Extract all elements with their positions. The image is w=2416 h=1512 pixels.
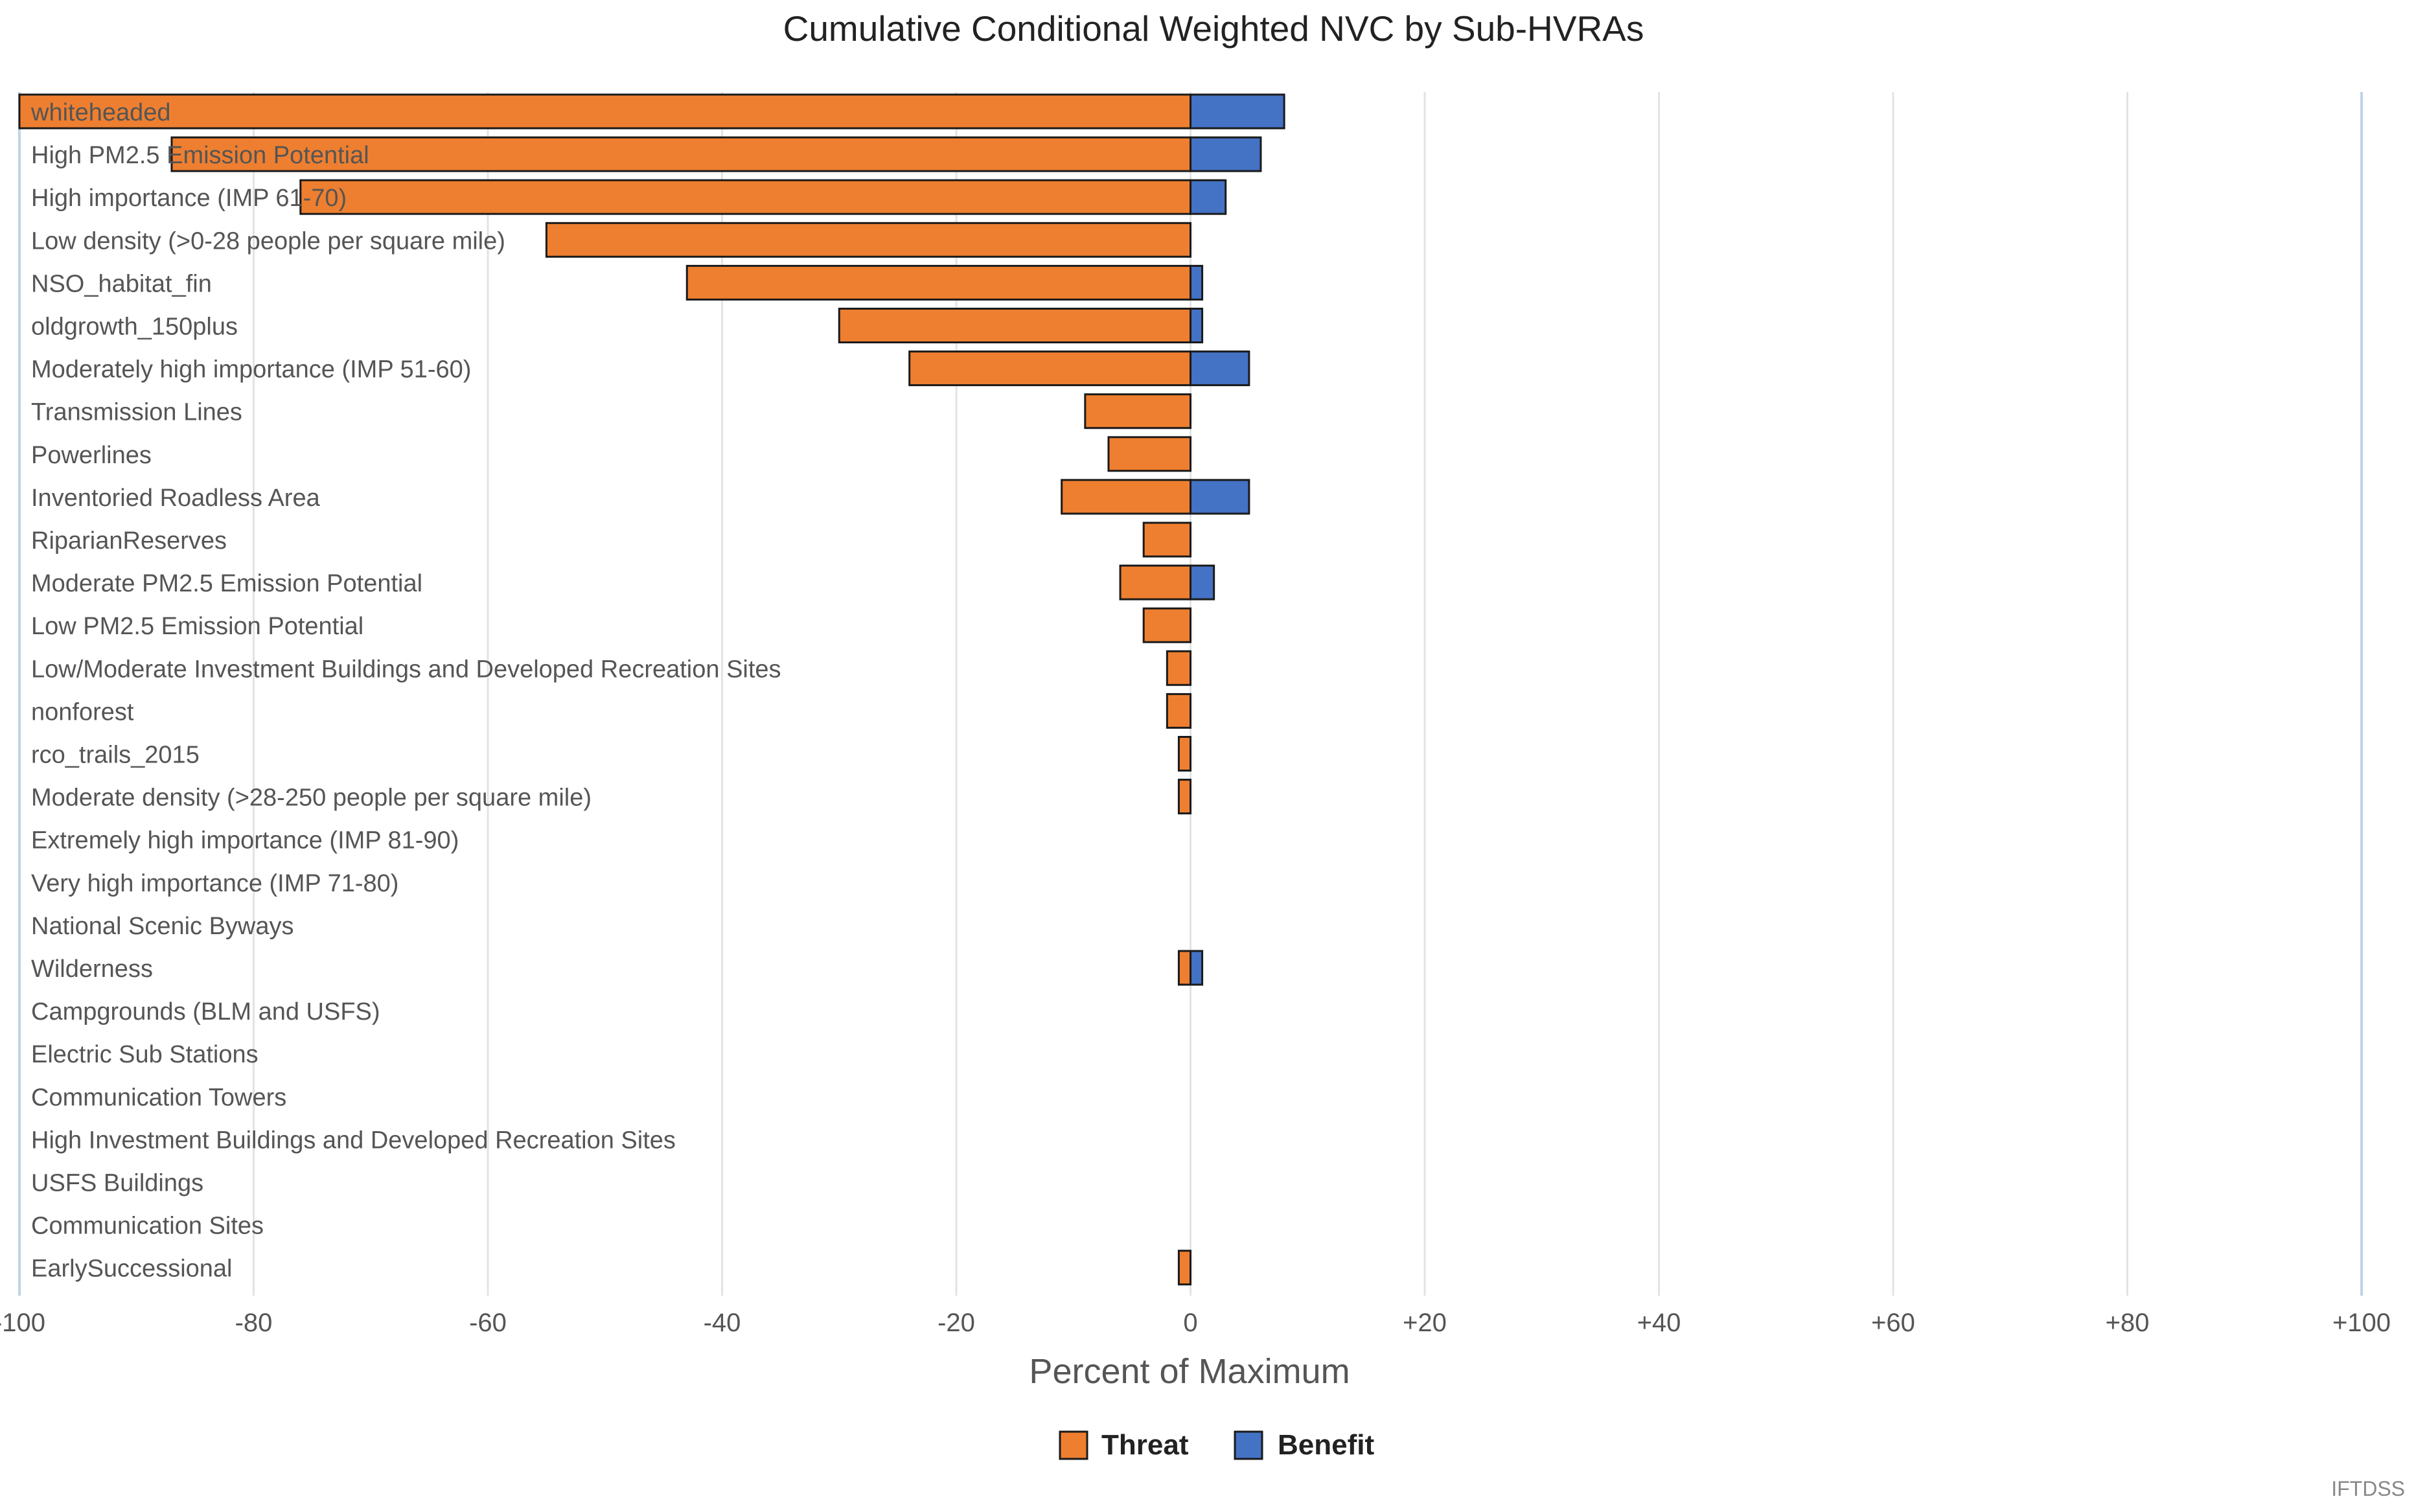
legend[interactable]: Threat Benefit [1059, 1429, 1374, 1461]
category-label: National Scenic Byways [31, 913, 294, 940]
x-axis-title: Percent of Maximum [1029, 1352, 1350, 1391]
tick-layer: -100 -80 -60 -40 -20 0 +20 +40 +60 +80 +100 [0, 1309, 2391, 1337]
bar-threat[interactable] [908, 350, 1191, 387]
bar-benefit[interactable] [1190, 479, 1250, 515]
x-tick-label: -20 [938, 1309, 975, 1337]
category-label: EarlySuccessional [31, 1255, 232, 1283]
bar-benefit[interactable] [1190, 93, 1285, 130]
bar-threat[interactable] [1177, 736, 1192, 772]
category-label: Low PM2.5 Emission Potential [31, 613, 363, 640]
bar-benefit[interactable] [1190, 136, 1262, 172]
category-label: RiparianReserves [31, 527, 227, 555]
x-tick-label: +40 [1637, 1309, 1681, 1337]
category-label: Very high importance (IMP 71-80) [31, 870, 398, 897]
bar-threat[interactable] [1177, 950, 1192, 986]
x-tick-label: 0 [1183, 1309, 1197, 1337]
x-tick-label: -100 [0, 1309, 45, 1337]
category-label: Electric Sub Stations [31, 1041, 259, 1068]
bar-benefit[interactable] [1190, 308, 1204, 343]
category-label: Communication Sites [31, 1213, 264, 1240]
bar-threat[interactable] [545, 222, 1191, 258]
x-tick-label: -80 [235, 1309, 273, 1337]
x-tick-label: +100 [2332, 1309, 2391, 1337]
legend-item-threat[interactable]: Threat [1059, 1429, 1189, 1461]
category-label: Wilderness [31, 956, 153, 983]
category-label: USFS Buildings [31, 1170, 203, 1197]
category-label: Campgrounds (BLM and USFS) [31, 998, 380, 1025]
chart-title: Cumulative Conditional Weighted NVC by S… [783, 8, 1644, 49]
category-label: High importance (IMP 61-70) [31, 185, 347, 212]
category-label: Low/Moderate Investment Buildings and De… [31, 656, 781, 683]
category-label: Moderately high importance (IMP 51-60) [31, 356, 471, 384]
legend-label-benefit: Benefit [1278, 1429, 1374, 1461]
bar-threat[interactable] [1107, 436, 1191, 472]
legend-item-benefit[interactable]: Benefit [1234, 1429, 1374, 1461]
x-tick-label: +60 [1871, 1309, 1915, 1337]
bar-threat[interactable] [1166, 693, 1191, 729]
bar-threat[interactable] [1166, 650, 1191, 686]
legend-swatch-threat [1059, 1430, 1088, 1460]
bar-threat[interactable] [1142, 521, 1191, 558]
bar-threat[interactable] [18, 93, 1191, 130]
category-label: Moderate density (>28-250 people per squ… [31, 785, 592, 812]
label-layer: whiteheaded High PM2.5 Emission Potential… [30, 99, 781, 1283]
bar-threat[interactable] [685, 264, 1191, 301]
bar-layer [18, 93, 1285, 1286]
bar-benefit[interactable] [1190, 264, 1204, 301]
bar-threat[interactable] [1177, 779, 1192, 815]
bar-threat[interactable] [1177, 1250, 1192, 1286]
category-label: High PM2.5 Emission Potential [31, 142, 369, 169]
legend-label-threat: Threat [1101, 1429, 1189, 1461]
category-label: Communication Towers [31, 1084, 286, 1111]
category-label: oldgrowth_150plus [31, 314, 238, 341]
x-tick-label: +80 [2106, 1309, 2150, 1337]
x-tick-label: -60 [469, 1309, 507, 1337]
category-label: Transmission Lines [31, 399, 242, 426]
category-label: Moderate PM2.5 Emission Potential [31, 570, 422, 597]
category-label: whiteheaded [30, 99, 171, 126]
bar-threat[interactable] [1142, 607, 1191, 643]
bar-threat[interactable] [1084, 393, 1191, 430]
bar-benefit[interactable] [1190, 350, 1250, 387]
x-tick-label: -40 [704, 1309, 741, 1337]
category-label: Inventoried Roadless Area [31, 485, 321, 512]
legend-swatch-benefit [1234, 1430, 1263, 1460]
bar-threat[interactable] [1119, 564, 1192, 601]
category-label: nonforest [31, 698, 134, 726]
bar-threat[interactable] [838, 308, 1191, 343]
x-tick-label: +20 [1403, 1309, 1447, 1337]
credit-text: IFTDSS [2331, 1477, 2405, 1500]
category-label: Low density (>0-28 people per square mil… [31, 227, 505, 255]
category-label: rco_trails_2015 [31, 742, 200, 769]
bar-threat[interactable] [299, 179, 1191, 215]
category-label: High Investment Buildings and Developed … [31, 1127, 676, 1154]
category-label: Extremely high importance (IMP 81-90) [31, 827, 459, 854]
bar-benefit[interactable] [1190, 950, 1204, 986]
bar-benefit[interactable] [1190, 564, 1215, 601]
category-label: Powerlines [31, 442, 152, 469]
bar-threat[interactable] [1061, 479, 1192, 515]
category-label: NSO_habitat_fin [31, 270, 212, 297]
bar-benefit[interactable] [1190, 179, 1227, 215]
